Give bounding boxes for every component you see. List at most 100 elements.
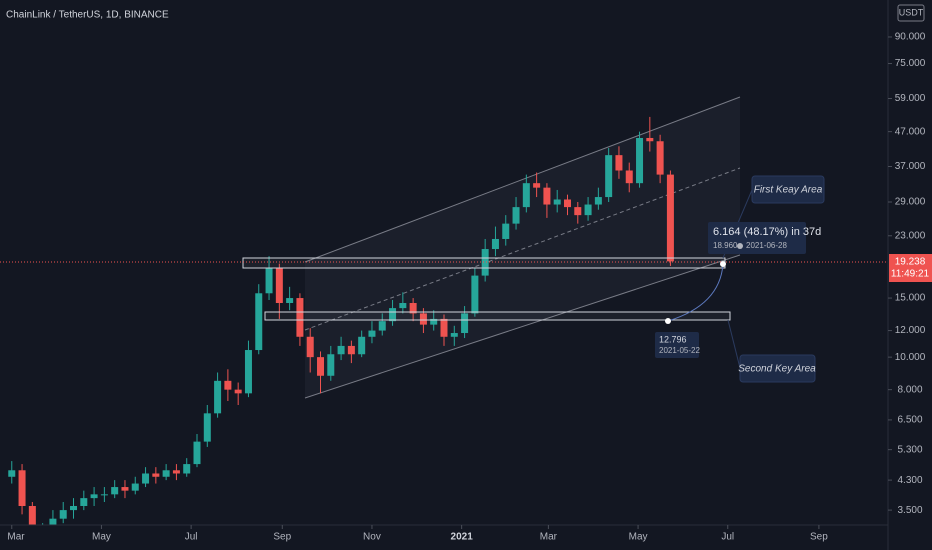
- y-tick-label: 4.300: [897, 475, 922, 486]
- candle-body: [378, 321, 386, 331]
- candle-body: [358, 336, 366, 355]
- candle-body: [399, 302, 407, 309]
- candle-body: [594, 197, 602, 205]
- candle-body: [234, 389, 242, 394]
- candle-body: [461, 313, 469, 334]
- candle-body: [172, 470, 180, 474]
- y-tick-label: 37.000: [895, 161, 926, 172]
- candle-body: [255, 293, 263, 351]
- y-tick-label: 47.000: [895, 126, 926, 137]
- callout-box: [739, 354, 816, 383]
- x-tick-label: Mar: [7, 532, 25, 543]
- x-tick-label: Sep: [810, 532, 828, 543]
- x-tick-label: Mar: [540, 532, 558, 543]
- candle-body: [533, 183, 541, 188]
- currency-box: [897, 4, 925, 22]
- candle-body: [327, 354, 335, 376]
- candle-body: [584, 204, 592, 216]
- measure-date: 2021-06-28: [746, 241, 787, 250]
- candle-body: [389, 308, 397, 322]
- candle-body: [162, 470, 170, 477]
- measure-start: [665, 318, 671, 324]
- channel-lower: [304, 254, 741, 399]
- candle-body: [543, 187, 551, 205]
- candle-body: [203, 413, 211, 442]
- callout-line: [727, 319, 741, 369]
- y-tick-label: 90.000: [895, 32, 926, 43]
- measure-price: 18.960: [713, 241, 738, 250]
- y-tick-label: 8.000: [897, 384, 922, 395]
- candle-body: [317, 357, 325, 376]
- candle-body: [574, 207, 582, 216]
- candle-body: [522, 183, 530, 208]
- x-tick-label: 2021: [451, 532, 474, 543]
- y-tick-label: 59.000: [895, 93, 926, 104]
- candle-body: [337, 345, 345, 355]
- chart-title: ChainLink / TetherUS, 1D, BINANCE: [6, 10, 169, 21]
- y-tick-label: 6.500: [897, 415, 922, 426]
- countdown: 11:49:21: [891, 269, 930, 280]
- y-tick-label: 15.000: [895, 293, 926, 304]
- candle-body: [28, 506, 36, 525]
- candle-body: [471, 275, 479, 314]
- candle-body: [224, 380, 232, 390]
- candle-body: [131, 483, 139, 491]
- candle-body: [152, 473, 160, 477]
- measure-label: 6.164 (48.17%) in 37d: [713, 226, 821, 238]
- start-date: 2021-05-22: [659, 346, 700, 355]
- start-price: 12.796: [659, 334, 687, 344]
- y-tick-label: 23.000: [895, 230, 926, 241]
- candle-body: [59, 510, 67, 519]
- candle-body: [605, 155, 613, 198]
- measure-box: [708, 222, 806, 254]
- candle-body: [214, 380, 222, 414]
- candle-body: [265, 267, 273, 294]
- measure-curve: [667, 263, 724, 322]
- x-tick-label: Jul: [721, 532, 734, 543]
- candle-body: [481, 249, 489, 276]
- candle-body: [636, 137, 644, 184]
- callout-box: [751, 175, 825, 204]
- candle-body: [625, 170, 633, 184]
- x-tick-label: May: [92, 532, 111, 543]
- candle-body: [615, 155, 623, 171]
- clock-icon: [737, 243, 743, 249]
- candle-body: [440, 318, 448, 337]
- x-tick-label: May: [629, 532, 648, 543]
- y-tick-label: 75.000: [895, 58, 926, 69]
- second-key-area: [264, 311, 731, 321]
- currency: USDT: [899, 7, 924, 17]
- last-price-box: [889, 254, 932, 282]
- candle-body: [49, 518, 57, 525]
- candle-body: [563, 199, 571, 208]
- candle-body: [656, 141, 664, 175]
- candle-body: [553, 199, 561, 205]
- first-area-label: First Keay Area: [754, 185, 823, 196]
- candle-body: [70, 506, 78, 511]
- candle-body: [502, 223, 510, 239]
- candle-body: [183, 464, 191, 474]
- start-box: [655, 332, 699, 358]
- candle-body: [409, 302, 417, 314]
- candle-body: [430, 318, 438, 325]
- candles: [8, 116, 674, 525]
- candle-body: [244, 350, 252, 394]
- candle-body: [121, 487, 129, 491]
- candle-body: [142, 473, 150, 484]
- measure-end: [720, 261, 726, 267]
- candle-body: [80, 498, 88, 507]
- candle-body: [8, 470, 16, 477]
- candle-body: [18, 470, 26, 507]
- candle-body: [368, 330, 376, 337]
- candle-body: [296, 298, 304, 337]
- channel-upper: [304, 96, 741, 263]
- last-price: 19.238: [895, 257, 926, 268]
- candle-body: [450, 333, 458, 337]
- y-tick-label: 12.000: [895, 325, 926, 336]
- candle-body: [306, 336, 314, 358]
- y-tick-label: 5.300: [897, 444, 922, 455]
- candle-body: [193, 441, 201, 465]
- candle-body: [275, 267, 283, 303]
- y-tick-label: 10.000: [895, 352, 926, 363]
